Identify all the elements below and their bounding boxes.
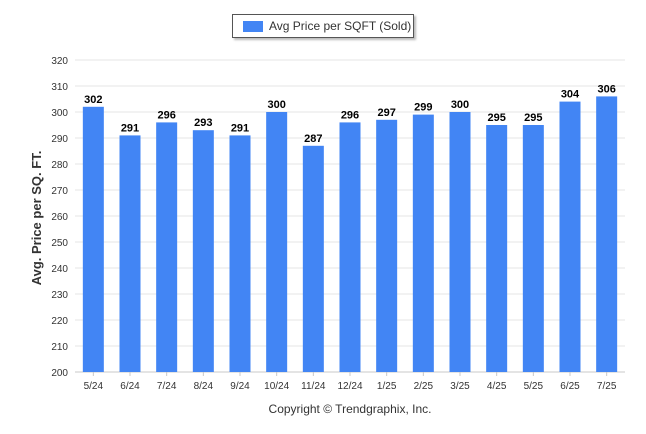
x-tick-label: 8/24 (194, 381, 214, 392)
x-tick-label: 5/24 (84, 381, 104, 392)
x-tick-label: 7/24 (157, 381, 177, 392)
x-tick-label: 9/24 (230, 381, 250, 392)
data-label: 296 (341, 109, 359, 121)
copyright-footer: Copyright © Trendgraphix, Inc. (268, 402, 432, 416)
x-tick-label: 2/25 (414, 381, 434, 392)
data-label: 300 (267, 99, 285, 111)
y-tick-label: 300 (51, 108, 68, 119)
data-label: 287 (304, 133, 322, 145)
y-tick-label: 270 (51, 186, 68, 197)
bar (376, 119, 398, 372)
bar (82, 106, 104, 373)
data-label: 295 (524, 112, 542, 124)
bar (229, 135, 251, 372)
y-tick-label: 260 (51, 212, 68, 223)
y-tick-label: 310 (51, 82, 68, 93)
bar (559, 101, 581, 372)
bars (82, 96, 618, 373)
data-label: 300 (451, 99, 469, 111)
bar (192, 130, 214, 372)
bar (412, 114, 434, 372)
data-label: 297 (377, 107, 395, 119)
bar (266, 112, 288, 372)
bar (486, 125, 508, 372)
x-tick-label: 6/24 (120, 381, 140, 392)
bar (449, 112, 471, 372)
x-tick-label: 6/25 (560, 381, 580, 392)
legend-label: Avg Price per SQFT (Sold) (269, 19, 412, 33)
x-tick-label: 3/25 (450, 381, 470, 392)
y-axis-ticks: 200 210 220 230 240 250 260 270 280 290 300 310 320 (51, 56, 68, 379)
data-label: 302 (84, 94, 102, 106)
x-tick-label: 11/24 (301, 381, 326, 392)
y-tick-label: 240 (51, 264, 68, 275)
y-tick-label: 320 (51, 56, 68, 67)
y-tick-label: 210 (51, 342, 68, 353)
data-label: 306 (597, 83, 615, 95)
legend-swatch (243, 20, 263, 32)
x-tick-label: 7/25 (597, 381, 617, 392)
x-axis-ticks: 5/24 6/24 7/24 8/24 9/24 10/24 11/24 12/24 1/25 2… (84, 372, 617, 392)
bar (156, 122, 178, 373)
data-label: 304 (561, 89, 580, 101)
legend: Avg Price per SQFT (Sold) (232, 14, 414, 38)
data-label: 293 (194, 117, 212, 129)
y-tick-label: 220 (51, 316, 68, 327)
x-tick-label: 12/24 (337, 381, 362, 392)
x-tick-label: 1/25 (377, 381, 397, 392)
y-tick-label: 250 (51, 238, 68, 249)
x-tick-label: 4/25 (487, 381, 507, 392)
data-labels: 302 291 296 293 291 300 287 296 297 299 300 295 295 3… (84, 83, 616, 144)
data-label: 291 (231, 122, 249, 134)
bar (339, 122, 361, 373)
y-axis-label: Avg. Price per SQ. FT. (29, 151, 44, 286)
x-tick-label: 10/24 (264, 381, 289, 392)
data-label: 299 (414, 102, 432, 114)
data-label: 295 (487, 112, 505, 124)
y-tick-label: 200 (51, 368, 68, 379)
y-tick-label: 290 (51, 134, 68, 145)
bar (119, 135, 141, 372)
y-tick-label: 280 (51, 160, 68, 171)
bar (522, 125, 544, 372)
data-label: 296 (157, 109, 175, 121)
y-tick-label: 230 (51, 290, 68, 301)
x-tick-label: 5/25 (524, 381, 544, 392)
bar (302, 145, 324, 372)
bar (596, 96, 618, 373)
data-label: 291 (121, 122, 139, 134)
